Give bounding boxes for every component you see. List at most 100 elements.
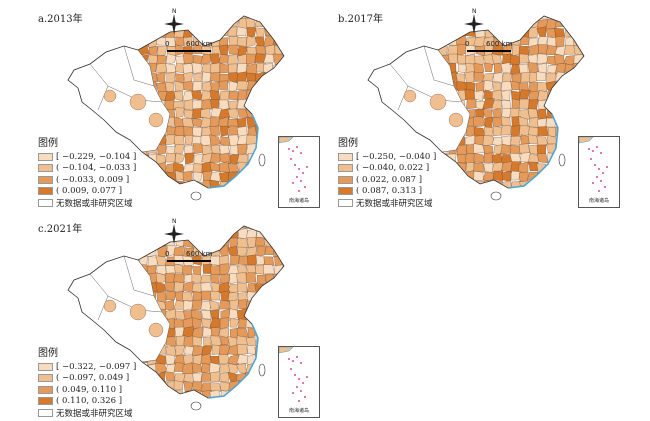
prefecture-cell xyxy=(137,179,149,188)
prefecture-cell xyxy=(527,134,539,144)
prefecture-cell xyxy=(375,55,386,65)
prefecture-cell xyxy=(191,18,202,29)
north-label: N xyxy=(172,218,177,225)
prefecture-cell xyxy=(265,92,276,102)
prefecture-cell xyxy=(211,16,221,19)
prefecture-cell xyxy=(227,163,240,173)
prefecture-cell xyxy=(246,53,256,65)
prefecture-cell xyxy=(137,27,150,37)
prefecture-cell xyxy=(68,46,77,57)
prefecture-cell xyxy=(456,16,468,21)
prefecture-cell xyxy=(147,190,156,199)
prefecture-cell xyxy=(236,344,249,356)
prefecture-cell xyxy=(76,237,87,248)
prefecture-cell xyxy=(111,26,123,37)
prefecture-cell xyxy=(229,318,240,328)
prefecture-cell xyxy=(254,226,265,230)
prefecture-cell xyxy=(155,363,168,373)
prefecture-cell xyxy=(92,226,105,230)
prefecture-cell xyxy=(474,55,484,66)
prefecture-cell xyxy=(174,281,184,293)
prefecture-cell xyxy=(148,226,158,231)
legend-label: ( 0.022, 0.087 ] xyxy=(356,174,423,185)
prefecture-cell xyxy=(431,27,441,38)
prefecture-cell xyxy=(184,135,195,146)
prefecture-cell xyxy=(519,171,529,182)
prefecture-cell xyxy=(247,310,258,320)
prefecture-cell xyxy=(59,274,68,284)
prefecture-cell xyxy=(92,227,103,238)
prefecture-cell xyxy=(139,190,149,200)
prefecture-cell xyxy=(291,228,300,239)
prefecture-cell xyxy=(247,254,257,266)
prefecture-cell xyxy=(283,245,284,256)
prefecture-cell xyxy=(374,118,385,129)
prefecture-cell xyxy=(547,179,558,188)
prefecture-cell xyxy=(565,90,576,101)
prefecture-cell xyxy=(74,35,84,47)
legend-title: 图例 xyxy=(38,348,58,359)
prefecture-cell xyxy=(264,409,274,419)
prefecture-cell xyxy=(147,400,156,409)
prefecture-cell xyxy=(191,326,203,339)
prefecture-cell xyxy=(572,89,584,100)
prefecture-cell xyxy=(546,198,556,207)
prefecture-cell xyxy=(192,81,203,92)
prefecture-cell xyxy=(146,373,157,384)
prefecture-cell xyxy=(68,246,77,256)
legend-label: ( 0.087, 0.313 ] xyxy=(356,186,423,197)
coastline xyxy=(207,113,259,189)
prefecture-cell xyxy=(291,10,302,19)
prefecture-cell xyxy=(539,199,549,210)
prefecture-cell xyxy=(85,46,96,57)
island-dot xyxy=(600,152,602,154)
prefecture-cell xyxy=(385,35,396,45)
prefecture-cell xyxy=(483,62,494,72)
prefecture-cell xyxy=(147,256,158,267)
scale-zero: 0 xyxy=(165,250,170,258)
prefecture-cell xyxy=(520,17,530,28)
prefecture-cell xyxy=(85,116,96,127)
map-panel-2021: c.2021年 N 0 600 km 南海诸岛 图例 [ −0.322, −0.… xyxy=(38,218,320,420)
prefecture-cell xyxy=(220,136,231,146)
legend: 图例 [ −0.322, −0.097 ] ( −0.097, 0.049 ] … xyxy=(38,344,136,419)
prefecture-cell xyxy=(357,37,366,47)
prefecture-cell xyxy=(112,238,122,249)
hainan-island xyxy=(190,191,202,201)
legend-label: ( −0.033, 0.009 ] xyxy=(56,174,130,185)
prefecture-cell xyxy=(292,118,302,129)
prefecture-cell xyxy=(182,227,194,238)
prefecture-cell xyxy=(191,345,204,356)
prefecture-cell xyxy=(272,273,284,284)
legend-label: ( −0.104, −0.033 ] xyxy=(56,163,137,174)
prefecture-cell xyxy=(456,81,468,91)
prefecture-cell xyxy=(368,18,377,29)
prefecture-cell xyxy=(291,28,303,37)
prefecture-cell xyxy=(501,170,512,183)
prefecture-cell xyxy=(510,180,522,188)
prefecture-cell xyxy=(210,189,221,199)
prefecture-cell xyxy=(92,117,103,129)
prefecture-cell xyxy=(255,16,267,21)
prefecture-cell xyxy=(263,301,275,312)
prefecture-cell xyxy=(146,179,157,188)
prefecture-cell xyxy=(256,180,267,188)
prefecture-cell xyxy=(282,226,284,231)
prefecture-cell xyxy=(174,408,185,418)
prefecture-cell xyxy=(255,264,265,275)
prefecture-cell xyxy=(528,199,537,209)
prefecture-cell xyxy=(564,154,575,165)
prefecture-cell xyxy=(546,16,557,20)
prefecture-cell xyxy=(245,63,258,75)
prefecture-cell xyxy=(137,245,150,256)
prefecture-cell xyxy=(229,408,238,419)
prefecture-cell xyxy=(264,191,275,200)
prefecture-cell xyxy=(218,108,231,120)
prefecture-cell xyxy=(292,327,302,338)
prefecture-cell xyxy=(473,63,485,75)
island-dot xyxy=(592,182,594,184)
prefecture-cell xyxy=(282,98,284,110)
prefecture-cell xyxy=(501,108,513,118)
prefecture-cell xyxy=(291,310,301,319)
north-label: N xyxy=(472,8,477,15)
